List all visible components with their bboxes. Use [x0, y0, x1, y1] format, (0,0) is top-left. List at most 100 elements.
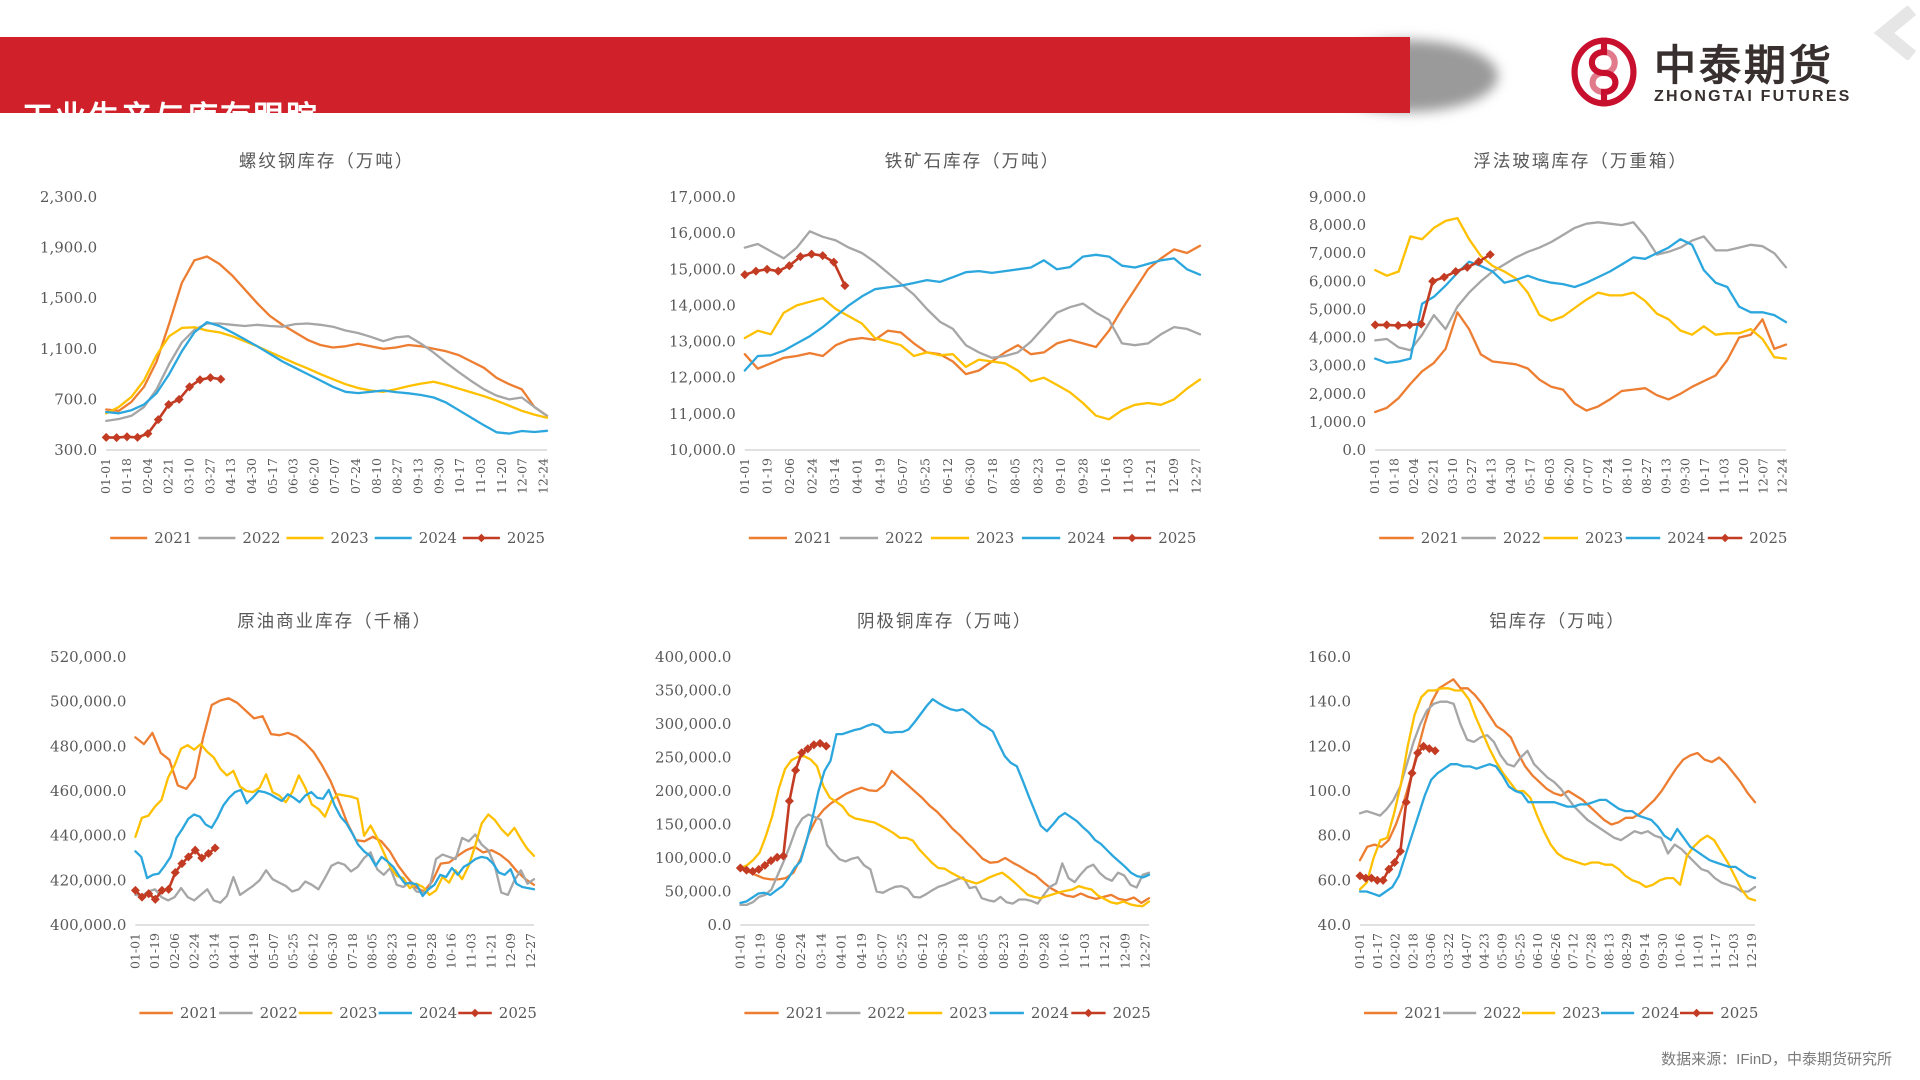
chart-crude-oil-inventory: 原油商业库存（千桶） 520,000.0 500,000.0 480,000.0 460…: [42, 595, 552, 1055]
x-tick-label: 12-09: [1166, 458, 1181, 494]
legend-marker-2025: [1084, 1008, 1093, 1018]
series-2025-marker: [1451, 266, 1461, 277]
series-2025-marker: [177, 859, 187, 869]
legend-label-2023: 2023: [331, 529, 369, 547]
logo-text-en: ZHONGTAI FUTURES: [1654, 87, 1852, 105]
x-tick-label: 01-01: [737, 458, 752, 494]
x-tick-label: 07-12: [1566, 933, 1581, 969]
series-2025-marker: [1439, 272, 1449, 282]
x-tick-label: 05-25: [917, 458, 932, 494]
x-tick-label: 05-25: [286, 933, 301, 969]
x-tick-label: 08-29: [1619, 933, 1634, 969]
x-tick-label: 03-14: [827, 458, 842, 494]
series-2025-marker: [784, 796, 794, 806]
x-tick-label: 08-23: [384, 933, 399, 969]
y-tick-label: 0.0: [708, 916, 732, 934]
legend-label-2023: 2023: [339, 1004, 377, 1022]
legend-label-2022: 2022: [260, 1004, 298, 1022]
x-tick-label: 03-27: [1464, 458, 1479, 494]
x-tick-label: 04-13: [1484, 458, 1499, 494]
series-2023: [739, 755, 1151, 908]
y-tick-label: 140.0: [1308, 693, 1351, 711]
series-2023: [1358, 687, 1757, 902]
chart-title: 铁矿石库存（万吨）: [885, 152, 1061, 172]
series-2021: [1358, 678, 1757, 862]
y-tick-label: 460,000.0: [50, 782, 126, 800]
legend-marker-2025: [477, 533, 486, 543]
x-tick-label: 10-16: [1673, 933, 1688, 969]
series-2025-marker: [751, 266, 761, 276]
legend-label-2022: 2022: [242, 529, 280, 547]
series-2022: [1374, 221, 1788, 352]
x-tick-label: 03-22: [1441, 933, 1456, 969]
chart-svg: 螺纹钢库存（万吨） 2,300.0 1,900.0 1,500.0 1,100.0 700…: [40, 152, 551, 547]
series-2024: [1358, 763, 1757, 898]
legend-label-2023: 2023: [1585, 529, 1623, 547]
x-tick-label: 02-24: [187, 933, 202, 969]
chart-title: 原油商业库存（千桶）: [237, 612, 432, 632]
x-tick-label: 09-10: [404, 933, 419, 969]
x-tick-label: 04-19: [246, 933, 261, 969]
x-tick-label: 08-27: [390, 458, 405, 494]
legend-label-2025: 2025: [1158, 529, 1196, 547]
x-tick-label: 09-10: [1016, 933, 1031, 969]
series-2023: [105, 326, 549, 419]
series-2025-marker: [183, 852, 194, 862]
y-tick-label: 250,000.0: [655, 749, 731, 767]
legend-label-2025: 2025: [507, 529, 545, 547]
x-tick-label: 11-01: [1690, 933, 1705, 969]
y-tick-label: 7,000.0: [1309, 244, 1366, 262]
x-tick-label: 04-30: [244, 458, 259, 494]
x-tick-label: 05-25: [895, 933, 910, 969]
x-tick-label: 02-02: [1388, 933, 1403, 969]
legend-label-2021: 2021: [794, 529, 832, 547]
series-2025-marker: [1462, 262, 1472, 272]
series-2021: [743, 244, 1202, 376]
legend-label-2024: 2024: [1067, 529, 1105, 547]
x-tick-label: 10-16: [1057, 933, 1072, 969]
legend-marker-2025: [1692, 1008, 1701, 1018]
chart-copper-inventory: 阴极铜库存（万吨） 400,000.0 350,000.0 300,000.0 250,…: [647, 595, 1167, 1055]
x-tick-label: 11-17: [1708, 933, 1723, 969]
chart-title: 螺纹钢库存（万吨）: [239, 152, 415, 172]
x-tick-label: 12-27: [1188, 458, 1203, 494]
chart-aluminum-inventory: 铝库存（万吨） 160.0 140.0 120.0 100.0 80.0 60.0 40.0 0…: [1301, 595, 1773, 1055]
legend-label-2024: 2024: [1031, 1004, 1069, 1022]
x-tick-label: 02-06: [782, 458, 797, 494]
x-tick-label: 09-10: [1053, 458, 1068, 494]
x-tick-label: 09-28: [1076, 458, 1091, 494]
series-2025-marker: [157, 885, 167, 895]
x-tick-label: 06-26: [1548, 933, 1563, 969]
page-title: 工业生产与库存跟踪: [22, 100, 319, 135]
chart-svg: 阴极铜库存（万吨） 400,000.0 350,000.0 300,000.0 250,…: [655, 612, 1153, 1022]
y-tick-label: 400,000.0: [655, 648, 731, 666]
chart-svg: 铝库存（万吨）160.0140.0120.0100.080.060.040.00…: [1308, 612, 1759, 1022]
series-2025-marker: [132, 432, 143, 442]
x-tick-label: 03-14: [207, 933, 222, 969]
series-2025-marker: [1378, 875, 1388, 885]
y-tick-label: 11,000.0: [669, 405, 736, 423]
x-tick-label: 06-03: [286, 458, 301, 494]
series-2022: [739, 813, 1151, 907]
x-tick-label: 01-18: [1387, 458, 1402, 494]
x-tick-label: 06-30: [963, 458, 978, 494]
x-tick-label: 11-21: [483, 933, 498, 969]
x-tick-label: 09-28: [424, 933, 439, 969]
x-tick-label: 04-19: [854, 933, 869, 969]
legend-marker-2025: [1127, 533, 1137, 543]
y-tick-label: 60.0: [1318, 871, 1351, 889]
legend-label-2021: 2021: [786, 1004, 824, 1022]
x-tick-label: 09-14: [1637, 933, 1652, 969]
y-tick-label: 5,000.0: [1309, 300, 1366, 318]
series-2025-marker: [741, 865, 752, 875]
series-2025-marker: [1428, 276, 1438, 286]
x-tick-label: 06-12: [940, 458, 955, 494]
series-2023: [134, 742, 536, 897]
series-2021: [739, 769, 1151, 905]
x-tick-label: 08-23: [996, 933, 1011, 969]
x-tick-label: 09-30: [1655, 933, 1670, 969]
chart-float-glass-inventory: 浮法玻璃库存（万重箱） 9,000.0 8,000.0 7,000.0 6,000.0 5…: [1299, 135, 1804, 580]
x-tick-label: 03-27: [202, 458, 217, 494]
back-chevron-icon: [1872, 4, 1918, 65]
y-tick-label: 160.0: [1308, 648, 1351, 666]
